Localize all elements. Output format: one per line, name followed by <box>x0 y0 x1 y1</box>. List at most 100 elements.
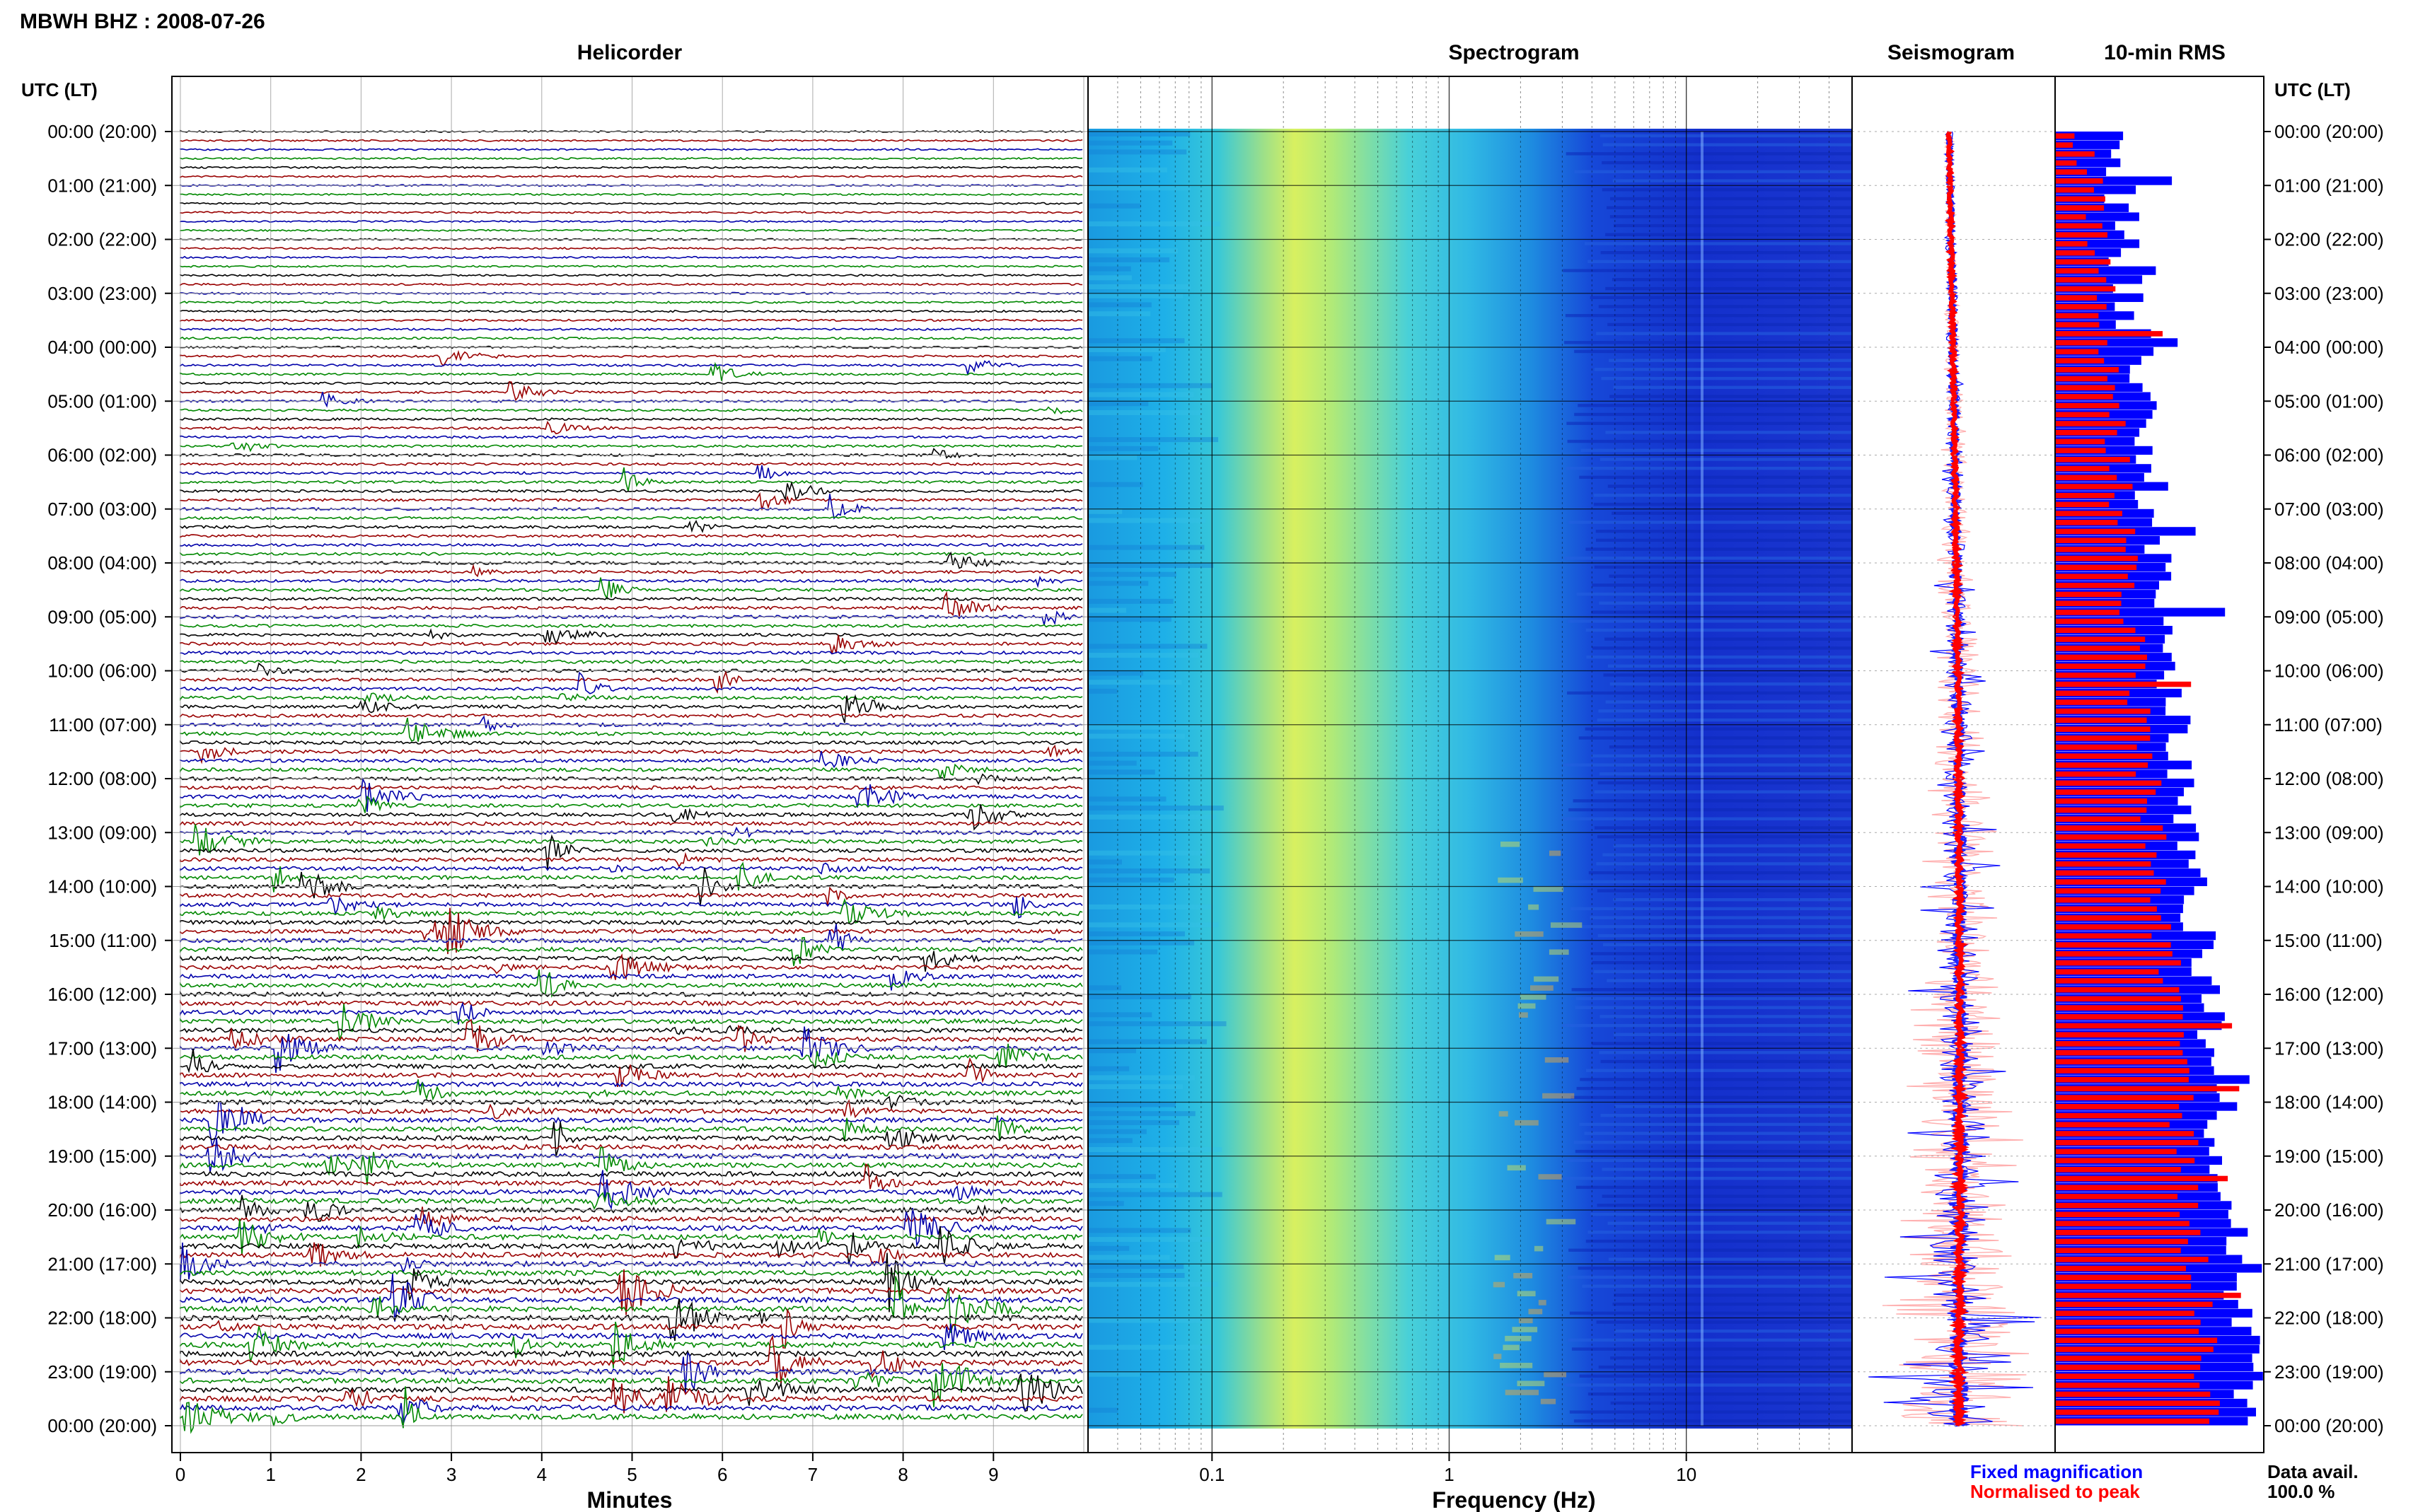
spectrogram-band <box>1088 1318 1203 1323</box>
spectrogram-energy <box>1498 877 1523 883</box>
rms-bar-normalised <box>2055 1347 2214 1352</box>
rms-bar-normalised <box>2055 1284 2192 1289</box>
spectrogram-band <box>1597 781 1852 785</box>
rms-title: 10-min RMS <box>2104 41 2226 64</box>
rms-bar-normalised <box>2055 528 2136 535</box>
spectrogram-band <box>1605 431 1852 434</box>
spectrogram-band <box>1613 223 1852 228</box>
spectrogram-band <box>1576 1086 1852 1091</box>
spectrogram-energy <box>1542 1093 1575 1099</box>
spectrogram-band <box>1088 581 1149 586</box>
spectrogram-band <box>1566 421 1852 425</box>
spectrogram-band <box>1088 392 1194 397</box>
helicorder-trace <box>180 255 1083 260</box>
spectrogram-band <box>1607 979 1852 982</box>
spectrogram-band <box>1088 814 1217 820</box>
rms-bar-normalised <box>2055 178 2103 184</box>
rms-bar-normalised <box>2055 1310 2194 1316</box>
spectrogram-band <box>1088 985 1121 991</box>
rms-bar-normalised <box>2055 358 2105 364</box>
helicorder-trace <box>180 165 1083 169</box>
minute-tick-label: 5 <box>627 1464 637 1485</box>
rms-bar-normalised <box>2055 762 2148 768</box>
spectrogram-band <box>1088 1273 1185 1278</box>
time-tick-label-right: 01:00 (21:00) <box>2274 175 2384 196</box>
spectrogram-energy <box>1494 1255 1510 1261</box>
spectrogram-band <box>1578 404 1852 407</box>
rms-bar-normalised <box>2055 690 2130 697</box>
spectrogram-band <box>1598 709 1852 713</box>
helicorder-trace <box>180 220 1083 223</box>
helicorder-trace <box>180 1269 1083 1277</box>
time-tick-label-left: 07:00 (03:00) <box>47 499 157 520</box>
rms-bar-normalised <box>2055 861 2151 867</box>
helicorder-trace <box>180 596 1083 601</box>
spectrogram-band <box>1596 538 1852 542</box>
spectrogram-band <box>1088 1182 1179 1188</box>
spectrogram-band <box>1575 1006 1852 1009</box>
rms-bar-normalised <box>2055 574 2128 579</box>
rms-bar-normalised <box>2055 843 2146 849</box>
minutes-axis-label: Minutes <box>587 1487 673 1512</box>
spectrogram-band <box>1563 1177 1852 1180</box>
spectrogram-band <box>1579 1374 1852 1378</box>
helicorder-trace <box>180 1206 1083 1227</box>
helicorder-trace <box>180 349 1083 367</box>
helicorder-trace <box>180 784 1083 791</box>
spectrogram-band <box>1590 916 1852 919</box>
spectrogram-band <box>1088 922 1219 928</box>
time-tick-label-right: 20:00 (16:00) <box>2274 1199 2384 1221</box>
helicorder-trace <box>180 650 1083 656</box>
spectrogram-energy <box>1517 1380 1545 1387</box>
helicorder-trace <box>180 1170 1083 1211</box>
helicorder-trace <box>180 659 1083 665</box>
frequency-tick-label: 1 <box>1444 1464 1454 1485</box>
spectrogram-band <box>1088 653 1199 658</box>
spectrogram-energy <box>1505 1335 1532 1342</box>
rms-bar-normalised <box>2055 1364 2201 1371</box>
spectrogram-band <box>1585 1239 1852 1243</box>
helicorder-trace <box>180 175 1083 178</box>
spectrogram-band <box>1610 1401 1852 1405</box>
helicorder-trace <box>180 1001 1083 1025</box>
rms-bar-normalised <box>2055 492 2115 499</box>
rms-bar-normalised <box>2055 160 2077 166</box>
rms-bar-normalised <box>2055 726 2151 732</box>
rms-bar-normalised <box>2055 286 2116 292</box>
rms-bar-normalised <box>2055 1185 2199 1190</box>
time-tick-label-left: 20:00 (16:00) <box>47 1199 157 1221</box>
helicorder-trace <box>180 862 1083 875</box>
spectrogram-band <box>1579 475 1852 479</box>
rms-bar-normalised <box>2055 376 2107 382</box>
helicorder-trace <box>180 282 1082 286</box>
spectrogram-band <box>1588 871 1852 875</box>
rms-bar-normalised <box>2055 1139 2199 1146</box>
spectrogram-band <box>1563 763 1852 767</box>
spectrogram-band <box>1088 1192 1222 1197</box>
time-tick-label-right: 03:00 (23:00) <box>2274 283 2384 304</box>
spectrogram-band <box>1088 904 1213 909</box>
rms-bar-normalised <box>2055 232 2107 238</box>
spectrogram-energy <box>1515 1120 1539 1126</box>
spectrogram-band <box>1593 502 1852 506</box>
rms-bar-normalised <box>2055 1076 2189 1083</box>
rms-bar-normalised <box>2055 780 2162 786</box>
helicorder-trace <box>180 1226 1083 1265</box>
rms-bar-normalised <box>2055 1230 2201 1235</box>
rms-bar-normalised <box>2055 951 2173 957</box>
helicorder-trace <box>180 1308 1083 1349</box>
spectrogram-band <box>1088 203 1141 209</box>
rms-bar-normalised <box>2055 1391 2211 1397</box>
helicorder-trace <box>180 1101 1083 1147</box>
time-tick-label-right: 13:00 (09:00) <box>2274 822 2384 843</box>
rms-bar-normalised <box>2055 1086 2240 1092</box>
spectrogram-band <box>1590 1212 1852 1216</box>
spectrogram-energy <box>1515 931 1544 937</box>
spectrogram-band <box>1573 799 1852 803</box>
legend-fixed-magnification: Fixed magnification <box>1970 1461 2143 1482</box>
helicorder-trace <box>180 520 1083 533</box>
time-tick-label-left: 06:00 (02:00) <box>47 445 157 466</box>
helicorder-trace <box>180 148 1083 151</box>
spectrogram-band <box>1088 508 1123 514</box>
